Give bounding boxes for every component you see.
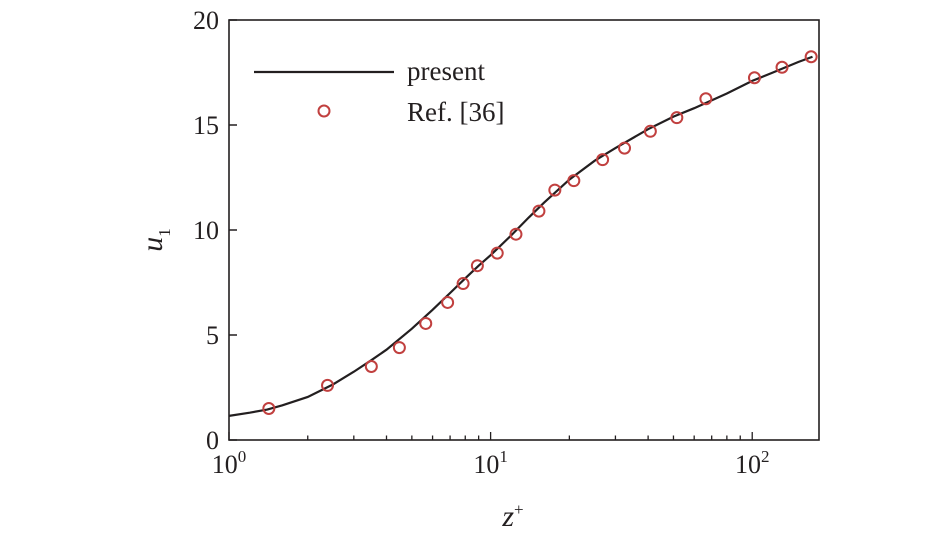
- data-point-ref-36: [490, 246, 504, 260]
- plot-frame: [228, 19, 820, 441]
- data-point-ref-36: [643, 124, 657, 138]
- y-tick-label: 0: [206, 426, 219, 455]
- x-tick-label: 101: [473, 447, 508, 479]
- y-tick-label: 15: [193, 111, 219, 140]
- y-tick-label: 5: [206, 321, 219, 350]
- data-point-ref-36: [321, 378, 335, 392]
- y-axis-label-group: u1: [136, 228, 174, 252]
- data-point-ref-36: [567, 174, 581, 188]
- x-axis-ticks: 100 101 102: [212, 432, 770, 479]
- data-point-ref-36: [747, 71, 761, 85]
- x-tick-label: 102: [735, 447, 770, 479]
- data-point-ref-36: [509, 227, 523, 241]
- data-point-ref-36: [262, 402, 276, 415]
- data-point-ref-36: [532, 204, 546, 218]
- data-point-ref-36: [699, 92, 713, 106]
- y-tick-label: 10: [193, 216, 219, 245]
- legend: present Ref. [36]: [254, 56, 504, 127]
- y-axis-ticks: 0 5 10 15 20: [193, 6, 237, 455]
- data-point-ref-36: [456, 277, 470, 291]
- data-point-ref-36: [775, 60, 789, 74]
- x-tick-label: 100: [212, 447, 247, 479]
- data-point-ref-36: [470, 259, 484, 273]
- legend-label-present: present: [407, 56, 485, 86]
- y-axis-label: u1: [136, 228, 174, 252]
- data-point-ref-36: [670, 111, 684, 125]
- data-point-ref-36: [548, 183, 562, 197]
- y-tick-label: 20: [193, 6, 219, 35]
- data-point-ref-36: [392, 341, 406, 355]
- data-point-ref-36: [596, 153, 610, 167]
- data-point-ref-36: [441, 295, 455, 309]
- x-axis-label: z+: [501, 500, 523, 533]
- legend-marker-swatch: [317, 104, 331, 118]
- legend-label-ref-36: Ref. [36]: [407, 97, 504, 127]
- data-point-ref-36: [419, 316, 433, 330]
- data-point-ref-36: [364, 360, 378, 373]
- data-point-ref-36: [618, 141, 632, 155]
- data-point-ref-36: [804, 50, 818, 64]
- series-markers-ref-36: [262, 50, 818, 415]
